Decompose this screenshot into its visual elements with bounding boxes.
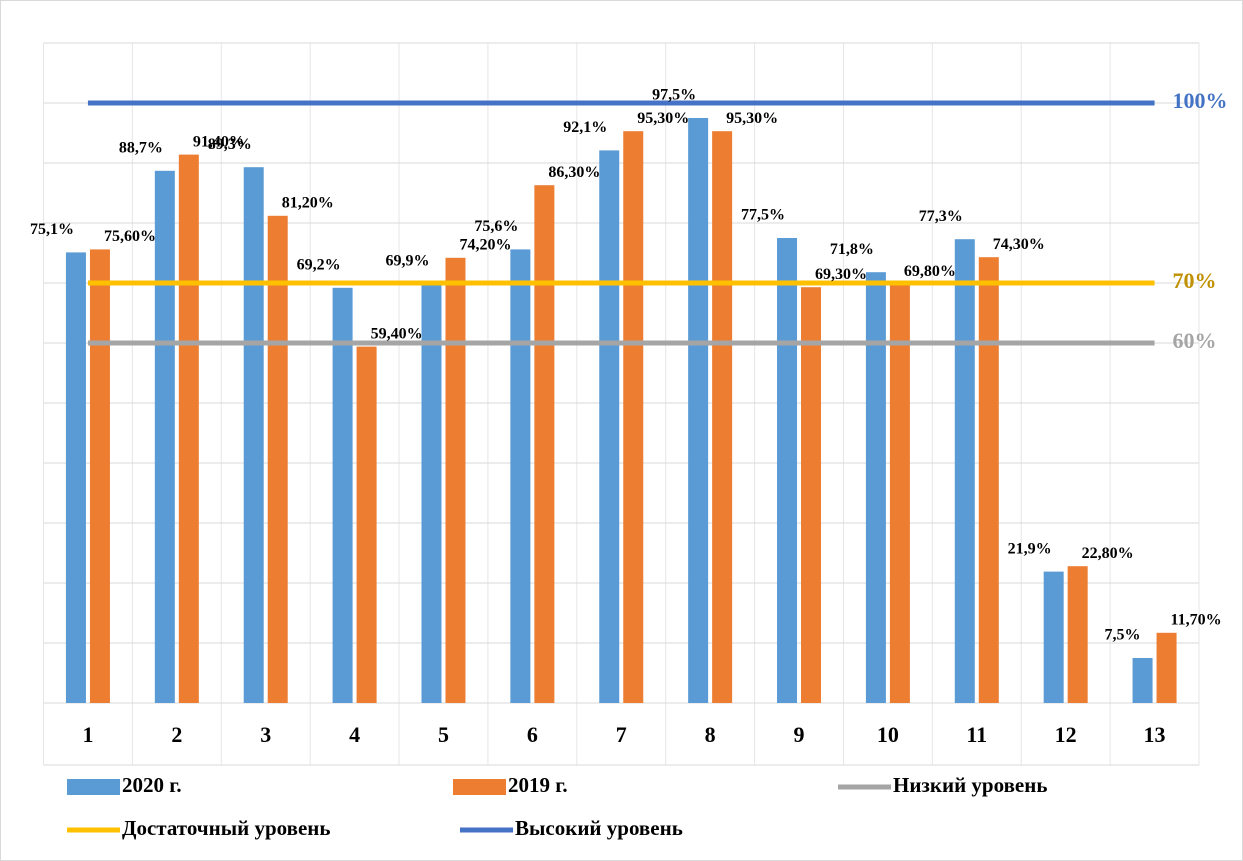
data-label: 97,5% xyxy=(652,87,696,104)
data-label: 86,30% xyxy=(548,164,600,181)
bar xyxy=(356,346,377,703)
x-tick-label: 10 xyxy=(877,722,899,747)
data-label: 59,40% xyxy=(371,325,423,342)
bar xyxy=(623,131,644,703)
data-label: 88,7% xyxy=(119,139,163,156)
data-label: 69,9% xyxy=(385,252,429,269)
legend-label: Высокий уровень xyxy=(515,816,683,840)
x-tick-label: 11 xyxy=(966,722,987,747)
reference-label: 60% xyxy=(1173,328,1217,353)
data-label: 75,60% xyxy=(104,228,156,245)
data-label: 95,30% xyxy=(637,110,689,127)
data-label: 21,9% xyxy=(1008,540,1052,557)
bar xyxy=(332,287,353,703)
bar xyxy=(154,170,175,704)
legend-label: Низкий уровень xyxy=(893,773,1047,797)
data-label: 75,6% xyxy=(474,218,518,235)
bar xyxy=(178,154,199,704)
x-tick-label: 2 xyxy=(171,722,182,747)
x-tick-label: 9 xyxy=(794,722,805,747)
bar xyxy=(1156,632,1177,703)
legend-label: 2020 г. xyxy=(122,773,182,797)
data-label: 22,80% xyxy=(1082,545,1134,562)
bar xyxy=(954,239,975,703)
bar xyxy=(599,150,620,703)
bar xyxy=(421,283,442,703)
data-label: 91,40% xyxy=(193,133,245,150)
bar xyxy=(534,185,555,703)
bar xyxy=(243,167,264,703)
bar xyxy=(65,252,86,703)
x-tick-label: 8 xyxy=(705,722,716,747)
data-label: 69,80% xyxy=(904,263,956,280)
x-tick-label: 4 xyxy=(349,722,360,747)
x-tick-label: 12 xyxy=(1055,722,1077,747)
bar xyxy=(267,215,288,704)
legend-swatch xyxy=(453,779,506,795)
bar xyxy=(978,257,999,703)
reference-label: 70% xyxy=(1173,268,1217,293)
bar xyxy=(89,249,110,703)
bar xyxy=(865,272,886,703)
data-label: 95,30% xyxy=(726,110,778,127)
data-label: 77,5% xyxy=(741,207,785,224)
x-tick-label: 13 xyxy=(1144,722,1166,747)
bar xyxy=(1043,571,1064,703)
legend-label: 2019 г. xyxy=(508,773,568,797)
data-label: 74,30% xyxy=(993,236,1045,253)
bar xyxy=(688,118,709,703)
bar xyxy=(889,284,910,703)
legend-label: Достаточный уровень xyxy=(122,816,331,840)
data-label: 77,3% xyxy=(919,208,963,225)
data-label: 69,2% xyxy=(297,256,341,273)
data-label: 7,5% xyxy=(1105,627,1141,644)
data-label: 89,3% xyxy=(208,136,252,153)
data-label: 81,20% xyxy=(282,194,334,211)
bar xyxy=(1067,566,1088,703)
bar xyxy=(510,249,531,703)
bar xyxy=(801,287,822,703)
bar xyxy=(445,257,466,703)
x-tick-label: 5 xyxy=(438,722,449,747)
x-tick-label: 6 xyxy=(527,722,538,747)
data-label: 71,8% xyxy=(830,241,874,258)
x-tick-label: 7 xyxy=(616,722,627,747)
bar xyxy=(712,131,733,703)
x-tick-label: 3 xyxy=(260,722,271,747)
data-label: 92,1% xyxy=(563,119,607,136)
bar xyxy=(777,238,798,703)
x-tick-label: 1 xyxy=(82,722,93,747)
reference-label: 100% xyxy=(1173,88,1228,113)
data-label: 11,70% xyxy=(1171,611,1222,628)
legend-swatch xyxy=(67,779,120,795)
data-label: 75,1% xyxy=(30,221,74,238)
data-label: 74,20% xyxy=(459,236,511,253)
data-label: 69,30% xyxy=(815,266,867,283)
bar xyxy=(1132,658,1153,703)
